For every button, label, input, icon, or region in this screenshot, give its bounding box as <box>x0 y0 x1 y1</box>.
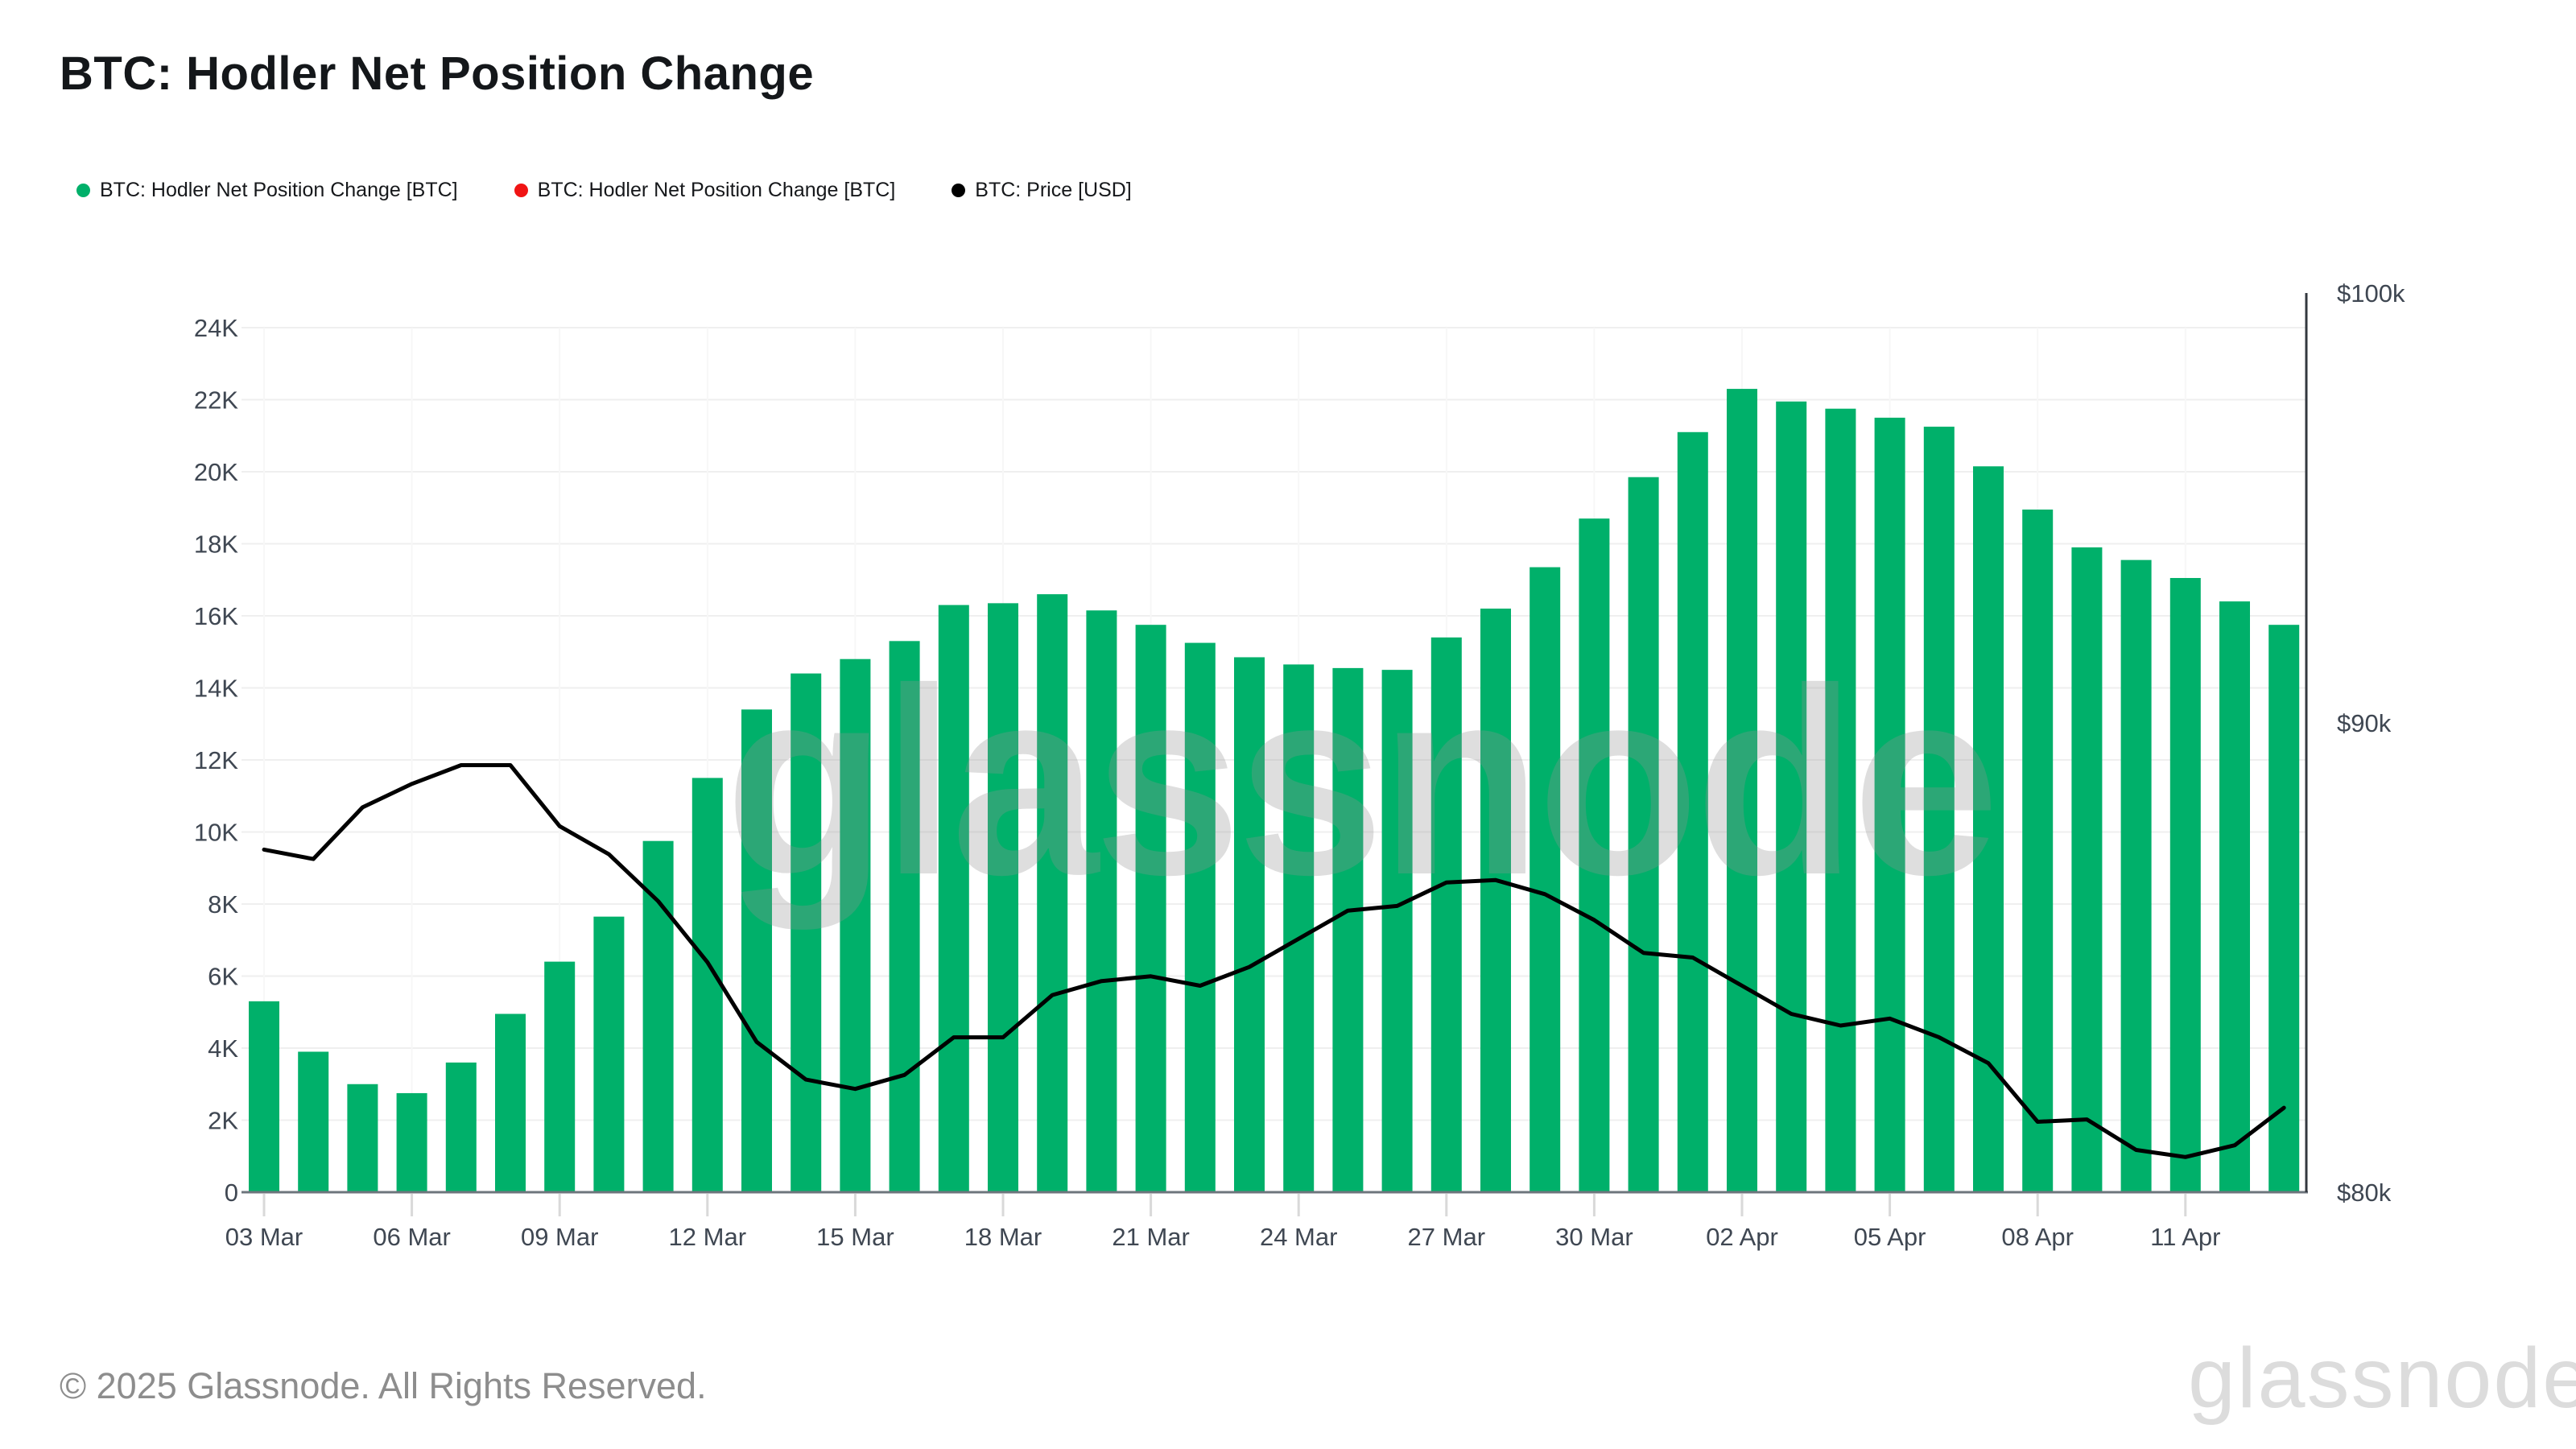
x-axis-label: 12 Mar <box>669 1223 746 1251</box>
red-dot-icon <box>514 184 528 197</box>
bar-14-mar <box>791 673 822 1192</box>
legend: BTC: Hodler Net Position Change [BTC] BTC… <box>76 179 1132 202</box>
bar-02-apr <box>1727 389 1757 1192</box>
bar-31-mar <box>1628 477 1659 1192</box>
legend-item-2[interactable]: BTC: Price [USD] <box>952 179 1132 202</box>
right-axis-label: $90k <box>2337 709 2392 737</box>
bar-23-mar <box>1234 657 1265 1192</box>
right-axis-label: $80k <box>2337 1179 2392 1207</box>
bar-08-apr <box>2022 509 2054 1192</box>
x-axis-label: 24 Mar <box>1260 1223 1337 1251</box>
copyright-text: © 2025 Glassnode. All Rights Reserved. <box>60 1365 707 1406</box>
x-axis-label: 21 Mar <box>1112 1223 1189 1251</box>
bar-04-mar <box>298 1051 329 1192</box>
legend-item-label: BTC: Hodler Net Position Change [BTC] <box>100 179 458 201</box>
bar-15-mar <box>840 658 871 1192</box>
left-axis-label: 10K <box>194 819 238 847</box>
bar-01-apr <box>1677 431 1708 1192</box>
bar-17-mar <box>938 605 969 1192</box>
bar-25-mar <box>1332 667 1364 1192</box>
bar-19-mar <box>1037 594 1068 1192</box>
bar-12-mar <box>691 778 723 1192</box>
left-axis-label: 18K <box>194 530 238 559</box>
page-title: BTC: Hodler Net Position Change <box>60 47 815 100</box>
left-axis-label: 0 <box>225 1179 238 1207</box>
bar-27-mar <box>1430 637 1462 1192</box>
left-axis-label: 22K <box>194 386 238 415</box>
bar-10-apr <box>2120 559 2152 1192</box>
x-axis-label: 11 Apr <box>2150 1223 2220 1251</box>
left-axis-label: 8K <box>208 890 238 919</box>
left-axis-label: 4K <box>208 1034 238 1063</box>
bar-26-mar <box>1381 670 1413 1192</box>
bar-11-apr <box>2169 578 2201 1192</box>
bar-04-apr <box>1825 408 1856 1192</box>
bar-05-mar <box>347 1084 378 1192</box>
legend-item-0[interactable]: BTC: Hodler Net Position Change [BTC] <box>76 179 458 202</box>
bar-03-mar <box>249 1001 279 1192</box>
bar-06-mar <box>396 1092 427 1192</box>
left-axis-label: 20K <box>194 458 238 486</box>
x-axis-label: 09 Mar <box>521 1223 598 1251</box>
bar-09-mar <box>544 961 576 1192</box>
bar-18-mar <box>988 603 1018 1192</box>
bar-21-mar <box>1135 625 1166 1192</box>
bar-09-apr <box>2071 547 2103 1192</box>
left-axis-label: 6K <box>208 963 238 991</box>
bar-29-mar <box>1530 567 1561 1192</box>
bar-12-apr <box>2219 601 2250 1192</box>
left-axis-label: 12K <box>194 746 238 774</box>
legend-item-label: BTC: Price [USD] <box>975 179 1132 201</box>
left-axis-label: 24K <box>194 314 238 342</box>
left-axis-label: 16K <box>194 602 238 630</box>
glassnode-logo-text: glassnode <box>2188 1331 2576 1426</box>
x-axis-label: 02 Apr <box>1706 1223 1778 1251</box>
bar-16-mar <box>889 641 920 1192</box>
bar-07-apr <box>1973 466 2004 1192</box>
bar-07-mar <box>445 1062 477 1192</box>
x-axis-label: 30 Mar <box>1555 1223 1633 1251</box>
bar-20-mar <box>1086 610 1117 1192</box>
x-axis-label: 05 Apr <box>1854 1223 1926 1251</box>
x-axis-label: 06 Mar <box>373 1223 450 1251</box>
x-axis-label: 27 Mar <box>1408 1223 1485 1251</box>
bar-05-apr <box>1874 417 1905 1192</box>
bar-08-mar <box>495 1013 526 1192</box>
bar-03-apr <box>1776 401 1807 1192</box>
x-axis-label: 08 Apr <box>2001 1223 2074 1251</box>
bar-24-mar <box>1283 664 1315 1192</box>
bar-10-mar <box>593 916 625 1192</box>
left-axis-label: 14K <box>194 675 238 703</box>
bar-13-mar <box>741 709 772 1192</box>
x-axis-label: 15 Mar <box>816 1223 894 1251</box>
legend-item-label: BTC: Hodler Net Position Change [BTC] <box>537 179 896 201</box>
bar-30-mar <box>1579 518 1610 1192</box>
black-dot-icon <box>952 184 966 197</box>
right-axis-label: $100k <box>2337 279 2405 308</box>
legend-item-1[interactable]: BTC: Hodler Net Position Change [BTC] <box>514 179 896 202</box>
x-axis-label: 18 Mar <box>964 1223 1042 1251</box>
green-dot-icon <box>76 184 90 197</box>
left-axis-label: 2K <box>208 1107 238 1135</box>
x-axis-label: 03 Mar <box>225 1223 303 1251</box>
bar-06-apr <box>1923 427 1955 1192</box>
price-line <box>262 763 2286 1159</box>
bar-28-mar <box>1480 609 1511 1192</box>
bar-22-mar <box>1184 642 1216 1192</box>
bar-13-apr <box>2268 625 2300 1192</box>
